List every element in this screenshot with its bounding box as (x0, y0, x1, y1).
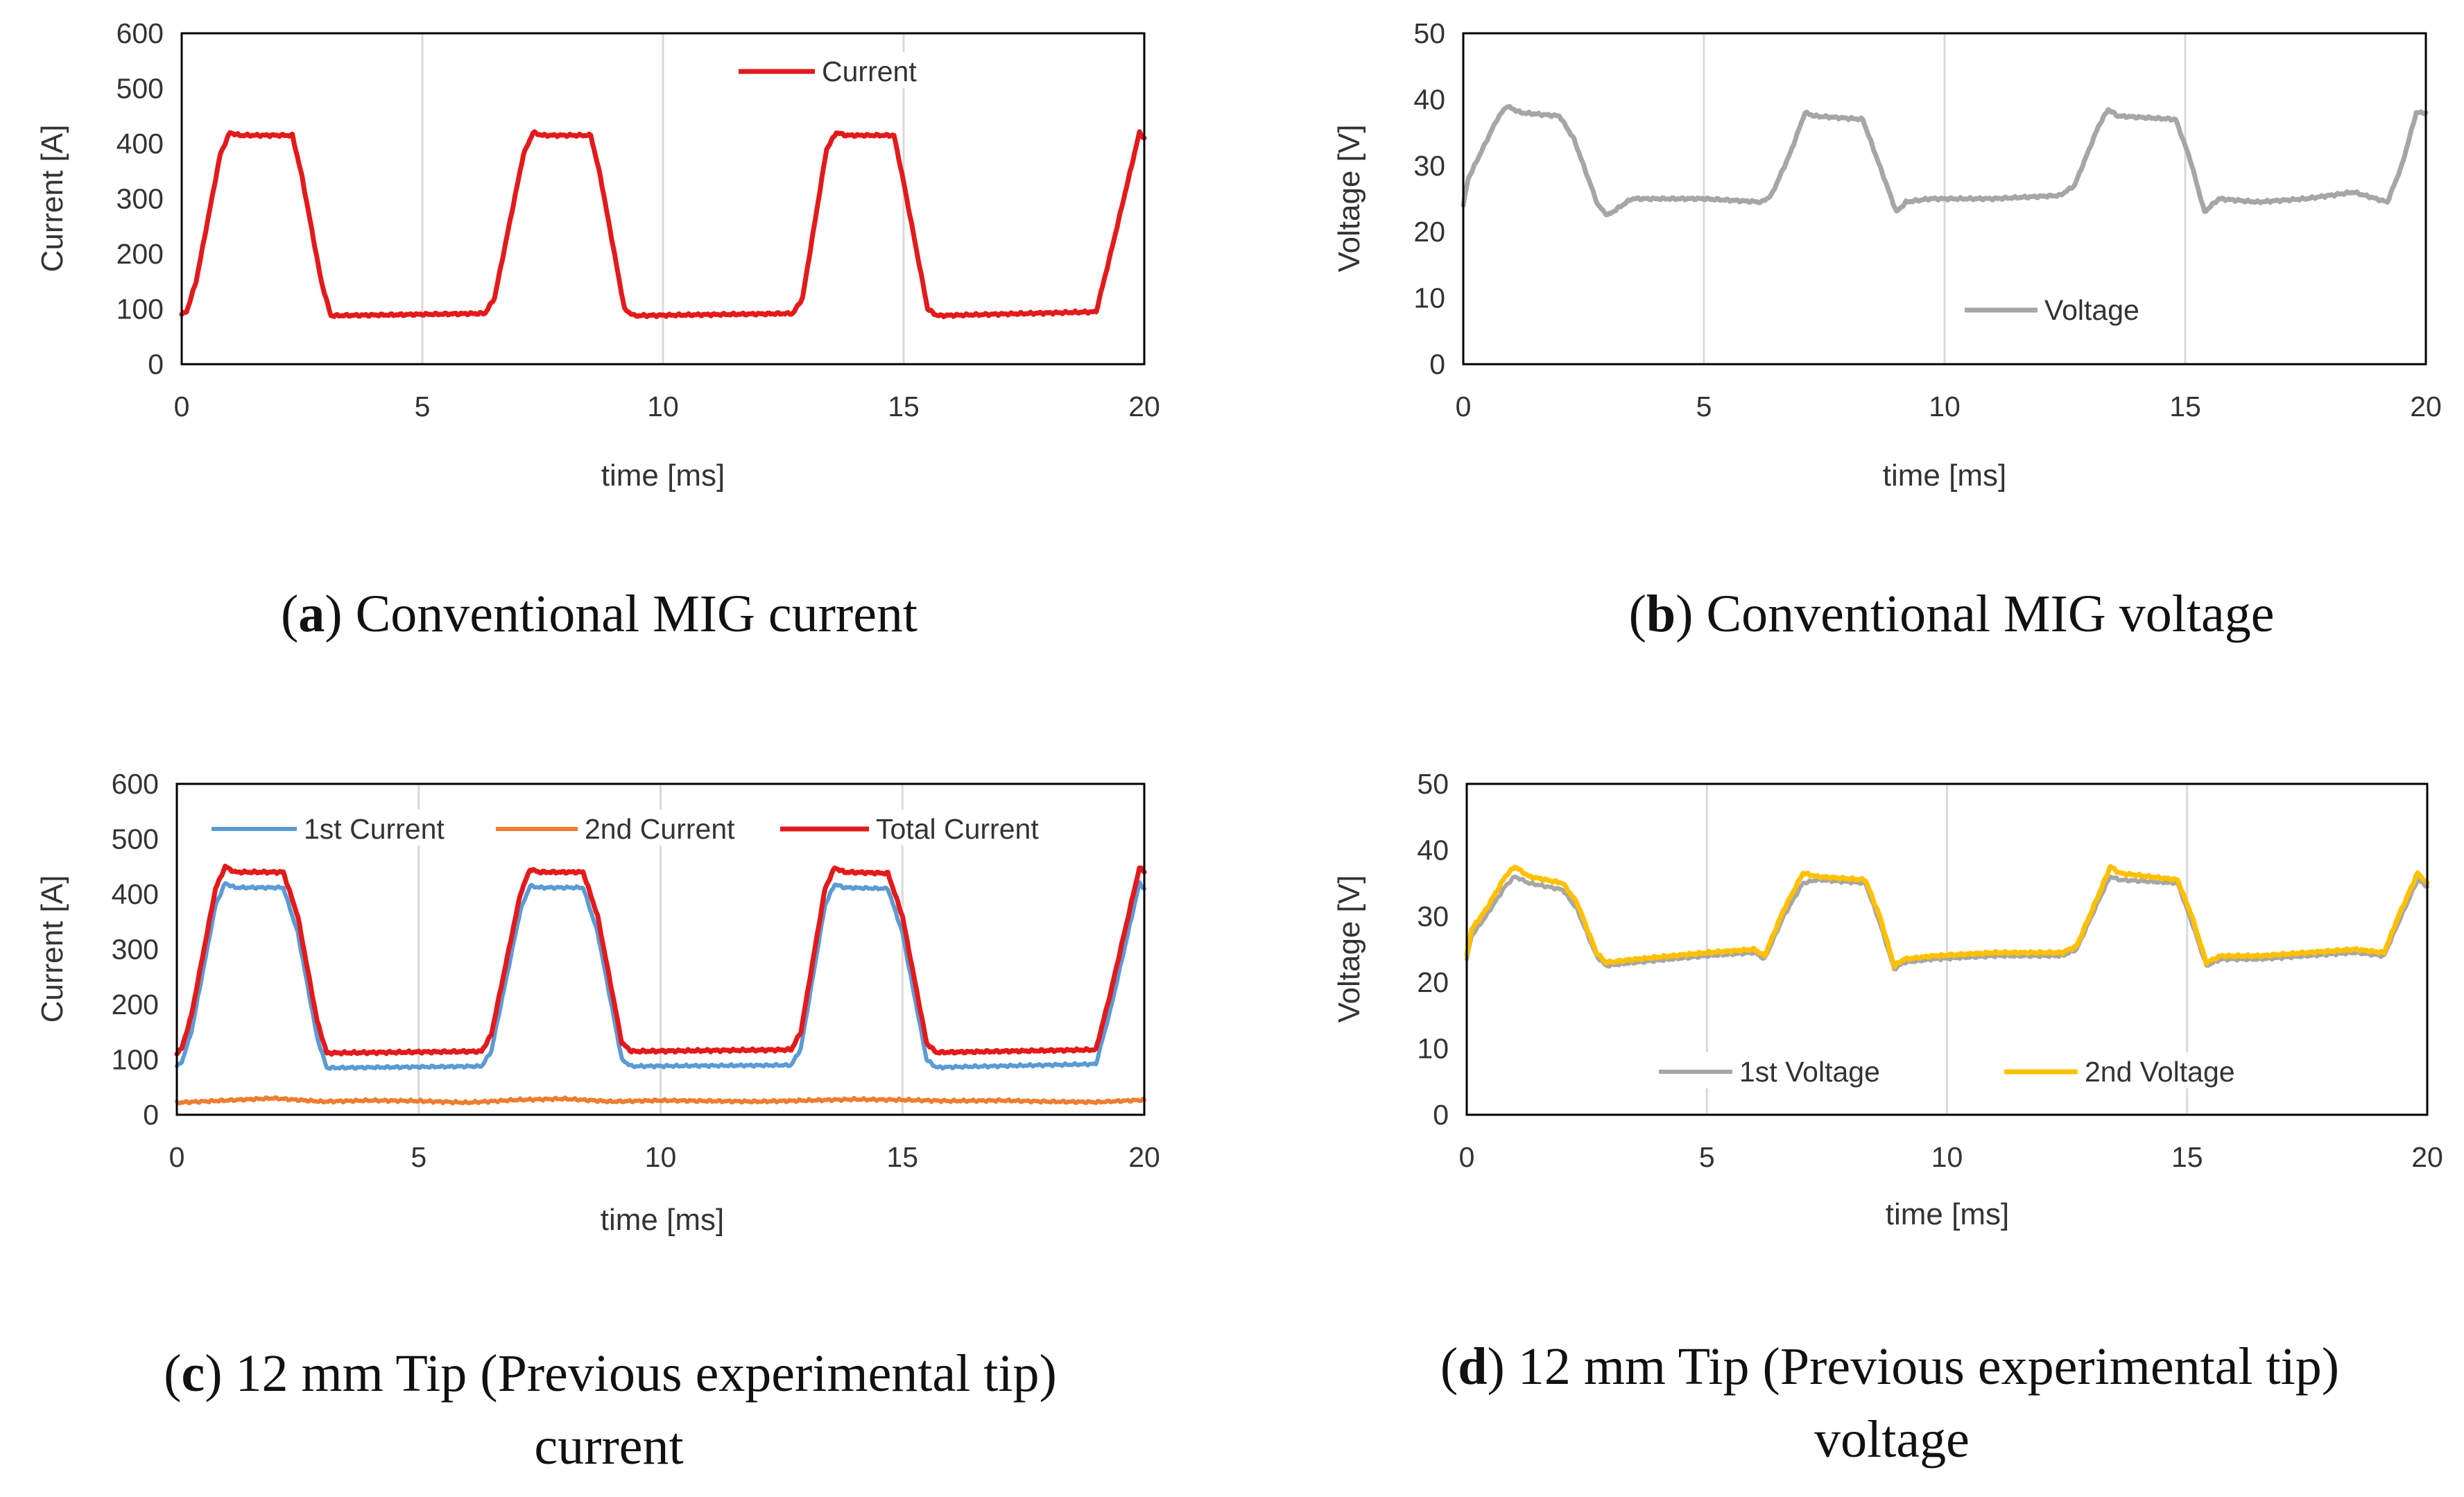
panel-c-caption-letter: c (181, 1344, 205, 1403)
panel-c-ylabel: Current [A] (35, 875, 69, 1023)
panel-b-xtick-label: 5 (1696, 391, 1712, 422)
panel-d-ytick-label: 50 (1417, 768, 1449, 800)
panel-a-xtick-label: 0 (174, 391, 190, 422)
panel-b-series-voltage (1461, 104, 2429, 218)
panel-c-xtick-label: 10 (645, 1141, 677, 1173)
panel-d-series-2nd-voltage (1464, 864, 2430, 970)
panel-a-ylabel: Current [A] (35, 125, 69, 273)
panel-a-caption-text: Conventional MIG current (356, 585, 917, 643)
panel-a-ytick-label: 600 (117, 17, 164, 49)
panel-b-xlabel: time [ms] (1883, 459, 2006, 493)
panel-d-ytick-label: 20 (1417, 966, 1449, 998)
panel-c-series-2nd-current (175, 1095, 1146, 1106)
panel-d-caption-text: 12 mm Tip (Previous experimental tip) (1518, 1337, 2339, 1396)
panel-a-series-current (179, 129, 1147, 320)
panel-b-legend-label: Voltage (2044, 294, 2139, 326)
panel-b-xtick-label: 15 (2169, 391, 2201, 422)
panel-b-ytick-label: 30 (1413, 150, 1445, 182)
panel-a-caption-letter: a (298, 585, 325, 643)
panel-a-ytick-label: 200 (117, 238, 164, 270)
panel-c-series-total-current (174, 864, 1147, 1057)
panel-c-legend-label: Total Current (876, 813, 1039, 845)
panel-d-xtick-label: 0 (1459, 1141, 1475, 1173)
panel-a-caption: (a) Conventional MIG current (281, 585, 917, 643)
panel-a-xtick-label: 10 (647, 391, 679, 422)
panel-b-ytick-label: 0 (1429, 348, 1445, 380)
panel-a-ytick-label: 500 (117, 73, 164, 105)
panel-c-plot: 0 100 200 300 400 500 600 0 5 10 15 20 1st Current 2n… (112, 768, 1160, 1173)
panel-b-plot-frame (1462, 32, 2427, 366)
panel-c-ytick-label: 100 (112, 1044, 159, 1076)
panel-d-legend-label: 2nd Voltage (2085, 1056, 2235, 1088)
panel-c-legend-label: 2nd Current (585, 813, 735, 845)
panel-a-plot: 0 100 200 300 400 500 600 0 5 10 15 20 Current (117, 17, 1160, 422)
panel-d-xtick-label: 5 (1699, 1141, 1715, 1173)
panel-b-ytick-label: 50 (1413, 17, 1445, 49)
panel-c-xtick-label: 20 (1128, 1141, 1160, 1173)
panel-d-plot: 0 10 20 30 40 50 0 5 10 15 20 1st Voltage 2nd Voltag… (1417, 768, 2443, 1173)
panel-b-caption: (b) Conventional MIG voltage (1629, 585, 2275, 643)
panel-c-xtick-label: 5 (411, 1141, 427, 1173)
panel-d-xtick-label: 10 (1931, 1141, 1963, 1173)
panel-c-ytick-label: 0 (143, 1099, 159, 1131)
panel-a-plot-frame (180, 32, 1146, 366)
panel-c-series-1st-current (175, 880, 1146, 1071)
panel-b-xtick-label: 10 (1929, 391, 1961, 422)
panel-b-ytick-label: 10 (1413, 282, 1445, 314)
panel-b-plot: 0 10 20 30 40 50 0 5 10 15 20 Voltage (1413, 17, 2441, 422)
panel-d-ytick-label: 30 (1417, 900, 1449, 932)
panel-d: 0 10 20 30 40 50 0 5 10 15 20 1st Voltage 2nd Voltag… (1332, 768, 2443, 1469)
panel-c-ytick-label: 600 (112, 768, 159, 800)
panel-c: 0 100 200 300 400 500 600 0 5 10 15 20 1st Current 2n… (35, 768, 1160, 1475)
panel-b: 0 10 20 30 40 50 0 5 10 15 20 Voltage Voltage [V] t… (1332, 17, 2442, 643)
panel-d-legend-label: 1st Voltage (1739, 1056, 1880, 1088)
panel-d-ylabel: Voltage [V] (1332, 875, 1366, 1023)
panel-a-xtick-label: 20 (1128, 391, 1160, 422)
panel-d-caption-line2: voltage (1814, 1410, 1970, 1469)
panel-a-xlabel: time [ms] (601, 459, 725, 493)
panel-b-ylabel: Voltage [V] (1332, 125, 1366, 273)
panel-d-xtick-label: 15 (2171, 1141, 2203, 1173)
panel-c-xlabel: time [ms] (601, 1203, 724, 1237)
panel-c-caption-text: 12 mm Tip (Previous experimental tip) (236, 1344, 1057, 1403)
panel-d-ytick-label: 40 (1417, 834, 1449, 866)
panel-c-plot-frame (175, 782, 1146, 1116)
panel-a-ytick-label: 300 (117, 183, 164, 215)
panel-a-ytick-label: 0 (148, 348, 164, 380)
panel-d-caption-letter: d (1458, 1337, 1487, 1396)
panel-b-xtick-label: 20 (2410, 391, 2442, 422)
panel-d-ytick-label: 0 (1433, 1099, 1449, 1131)
panel-d-xtick-label: 20 (2411, 1141, 2443, 1173)
panel-d-plot-frame (1465, 782, 2429, 1116)
panel-b-ytick-label: 20 (1413, 216, 1445, 248)
panel-d-ytick-label: 10 (1417, 1033, 1449, 1065)
panel-c-xtick-label: 15 (886, 1141, 918, 1173)
panel-c-ytick-label: 500 (112, 823, 159, 855)
panel-a-xtick-label: 15 (888, 391, 920, 422)
panel-b-xtick-label: 0 (1456, 391, 1472, 422)
panel-c-caption-line2: current (534, 1417, 683, 1475)
panel-d-series-1st-voltage (1465, 874, 2429, 972)
panel-d-caption: (d) 12 mm Tip (Previous experimental tip… (1440, 1337, 2339, 1396)
panel-c-ytick-label: 400 (112, 878, 159, 910)
panel-c-xtick-label: 0 (169, 1141, 185, 1173)
panel-b-ytick-label: 40 (1413, 83, 1445, 115)
panel-a-ytick-label: 400 (117, 128, 164, 160)
panel-c-caption: (c) 12 mm Tip (Previous experimental tip… (164, 1344, 1057, 1403)
panel-b-caption-text: Conventional MIG voltage (1706, 585, 2274, 643)
panel-c-ytick-label: 300 (112, 934, 159, 966)
panel-a: 0 100 200 300 400 500 600 0 5 10 15 20 Current Curre… (35, 17, 1160, 643)
panel-d-xlabel: time [ms] (1886, 1197, 2009, 1231)
panel-a-legend-label: Current (822, 55, 917, 87)
panel-b-caption-letter: b (1646, 585, 1675, 643)
panel-c-ytick-label: 200 (112, 989, 159, 1020)
panel-a-ytick-label: 100 (117, 293, 164, 325)
panel-a-xtick-label: 5 (415, 391, 431, 422)
panel-c-legend-label: 1st Current (304, 813, 445, 845)
